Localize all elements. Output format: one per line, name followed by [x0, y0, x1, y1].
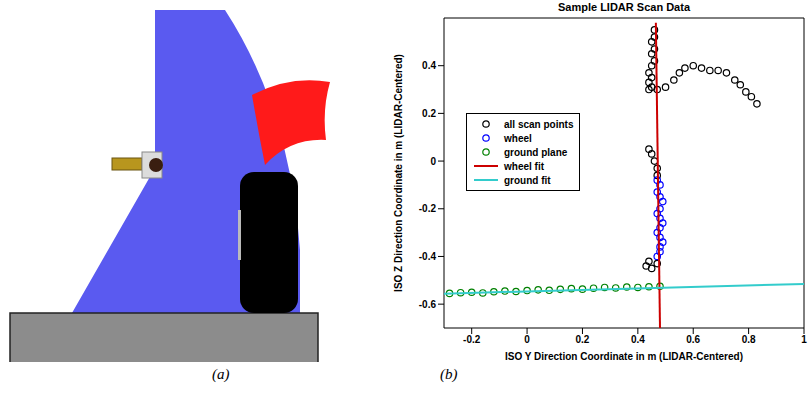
html-text:Sample LIDAR Scan Data: Sample LIDAR Scan Data — [558, 1, 690, 13]
svg-text:0.8: 0.8 — [742, 334, 756, 345]
svg-text:-0.2: -0.2 — [463, 334, 481, 345]
svg-text:-0.4: -0.4 — [419, 251, 437, 262]
svg-text:ISO Y Direction Coordinate in: ISO Y Direction Coordinate in m (LIDAR-C… — [505, 351, 743, 362]
svg-text:0: 0 — [524, 334, 530, 345]
svg-text:0.2: 0.2 — [422, 108, 436, 119]
svg-text:-0.6: -0.6 — [419, 299, 437, 310]
svg-text:-0.2: -0.2 — [419, 203, 437, 214]
svg-text:0.2: 0.2 — [576, 334, 590, 345]
svg-text:0.6: 0.6 — [686, 334, 700, 345]
html-text:wheel: wheel — [504, 132, 532, 144]
html-text:(a): (a) — [212, 366, 230, 382]
svg-text:0.4: 0.4 — [631, 334, 645, 345]
html-text:all scan points: all scan points — [504, 118, 574, 130]
html-text:(b): (b) — [440, 366, 458, 382]
svg-text:ISO Z Direction Coordinate in: ISO Z Direction Coordinate in m (LIDAR-C… — [393, 54, 404, 292]
html-text:ground fit: ground fit — [504, 174, 551, 186]
html-text:wheel fit: wheel fit — [504, 160, 544, 172]
svg-text:0: 0 — [430, 156, 436, 167]
svg-text:1: 1 — [801, 334, 807, 345]
svg-text:0.4: 0.4 — [422, 60, 436, 71]
html-text:ground plane: ground plane — [504, 146, 568, 158]
